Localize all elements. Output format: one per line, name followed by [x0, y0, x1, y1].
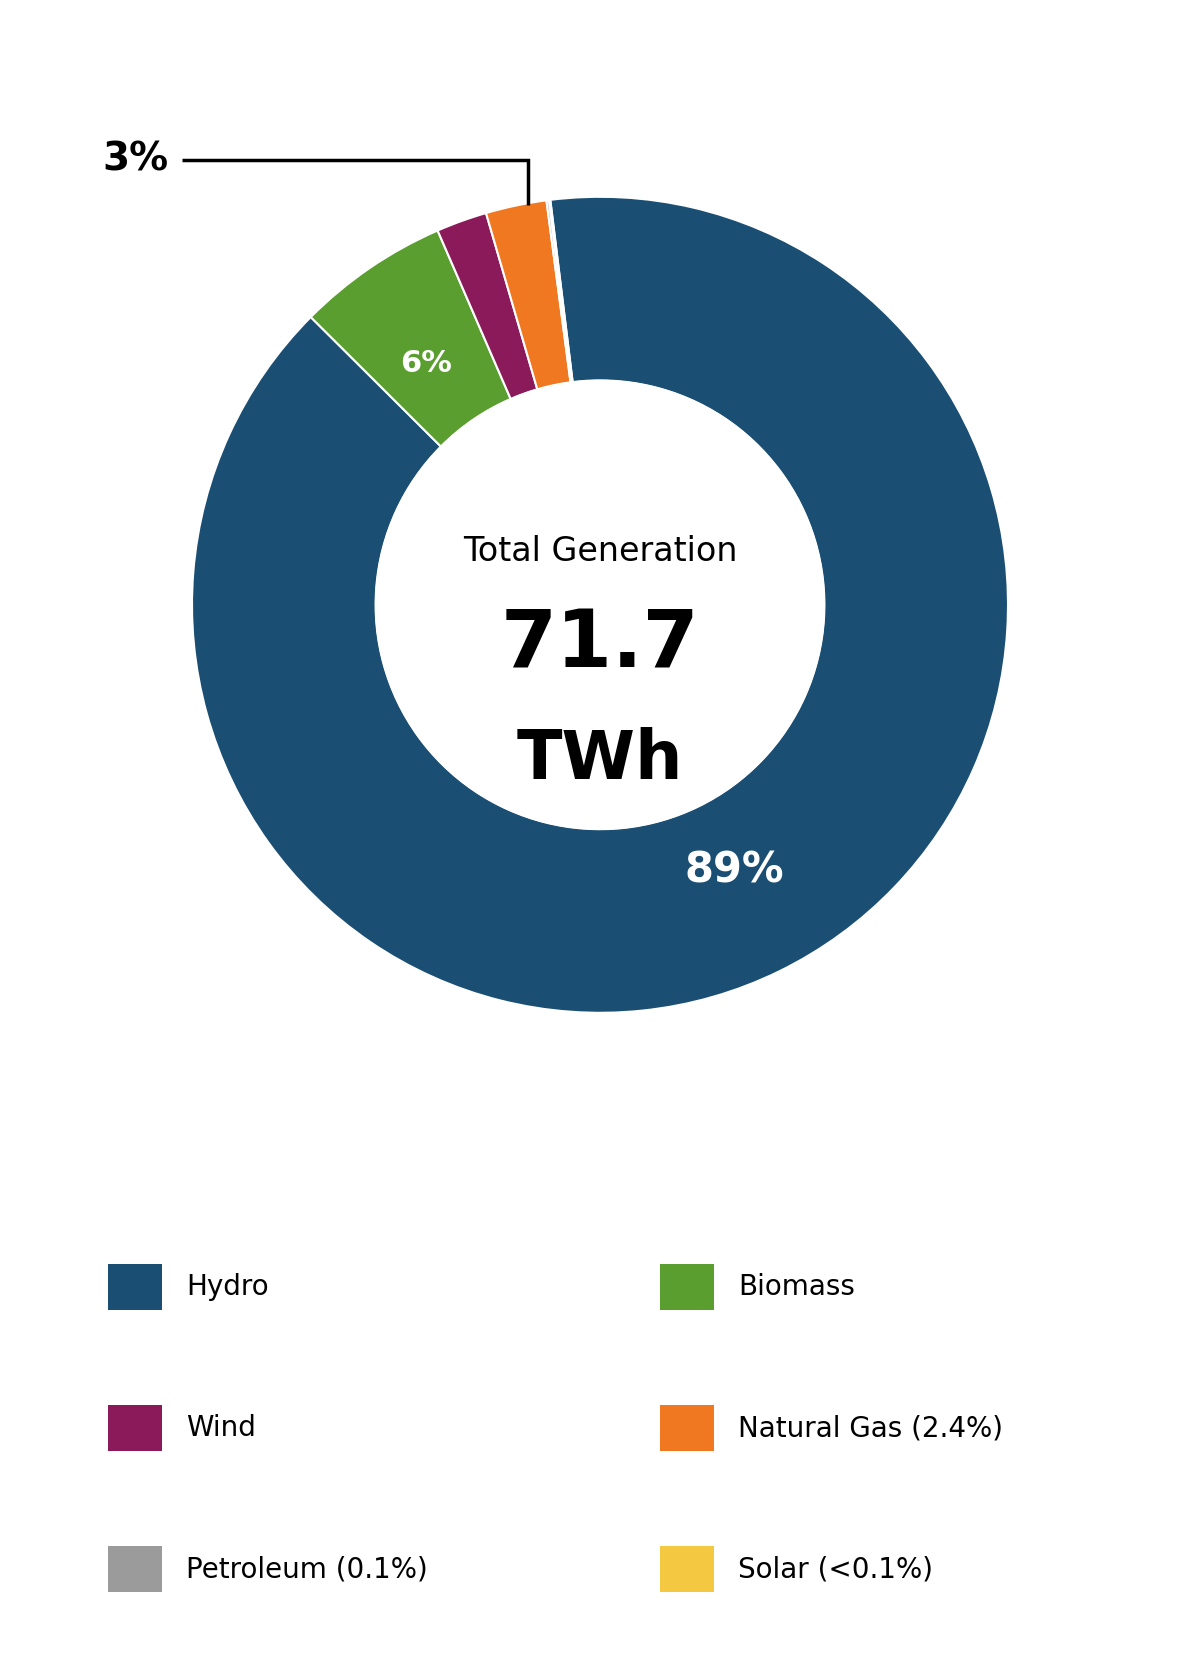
Bar [660, 1546, 714, 1593]
Bar [660, 1263, 714, 1310]
Text: Solar (<0.1%): Solar (<0.1%) [738, 1556, 934, 1583]
Text: Natural Gas (2.4%): Natural Gas (2.4%) [738, 1415, 1003, 1441]
Text: 3%: 3% [102, 141, 168, 178]
Wedge shape [546, 200, 572, 383]
Text: 6%: 6% [400, 349, 451, 378]
Text: Hydro: Hydro [186, 1273, 269, 1300]
Bar [108, 1546, 162, 1593]
Text: 71.7: 71.7 [500, 606, 700, 685]
Text: TWh: TWh [517, 727, 683, 793]
Text: 89%: 89% [684, 850, 784, 892]
Bar [660, 1404, 714, 1450]
Bar [108, 1263, 162, 1310]
Wedge shape [311, 230, 511, 447]
Text: Wind: Wind [186, 1415, 256, 1441]
Wedge shape [486, 200, 570, 390]
Wedge shape [192, 197, 1008, 1013]
Bar [108, 1404, 162, 1450]
Text: Biomass: Biomass [738, 1273, 854, 1300]
Wedge shape [548, 200, 572, 381]
Circle shape [376, 380, 824, 830]
Text: Total Generation: Total Generation [463, 536, 737, 568]
Wedge shape [438, 213, 538, 398]
Text: Petroleum (0.1%): Petroleum (0.1%) [186, 1556, 427, 1583]
